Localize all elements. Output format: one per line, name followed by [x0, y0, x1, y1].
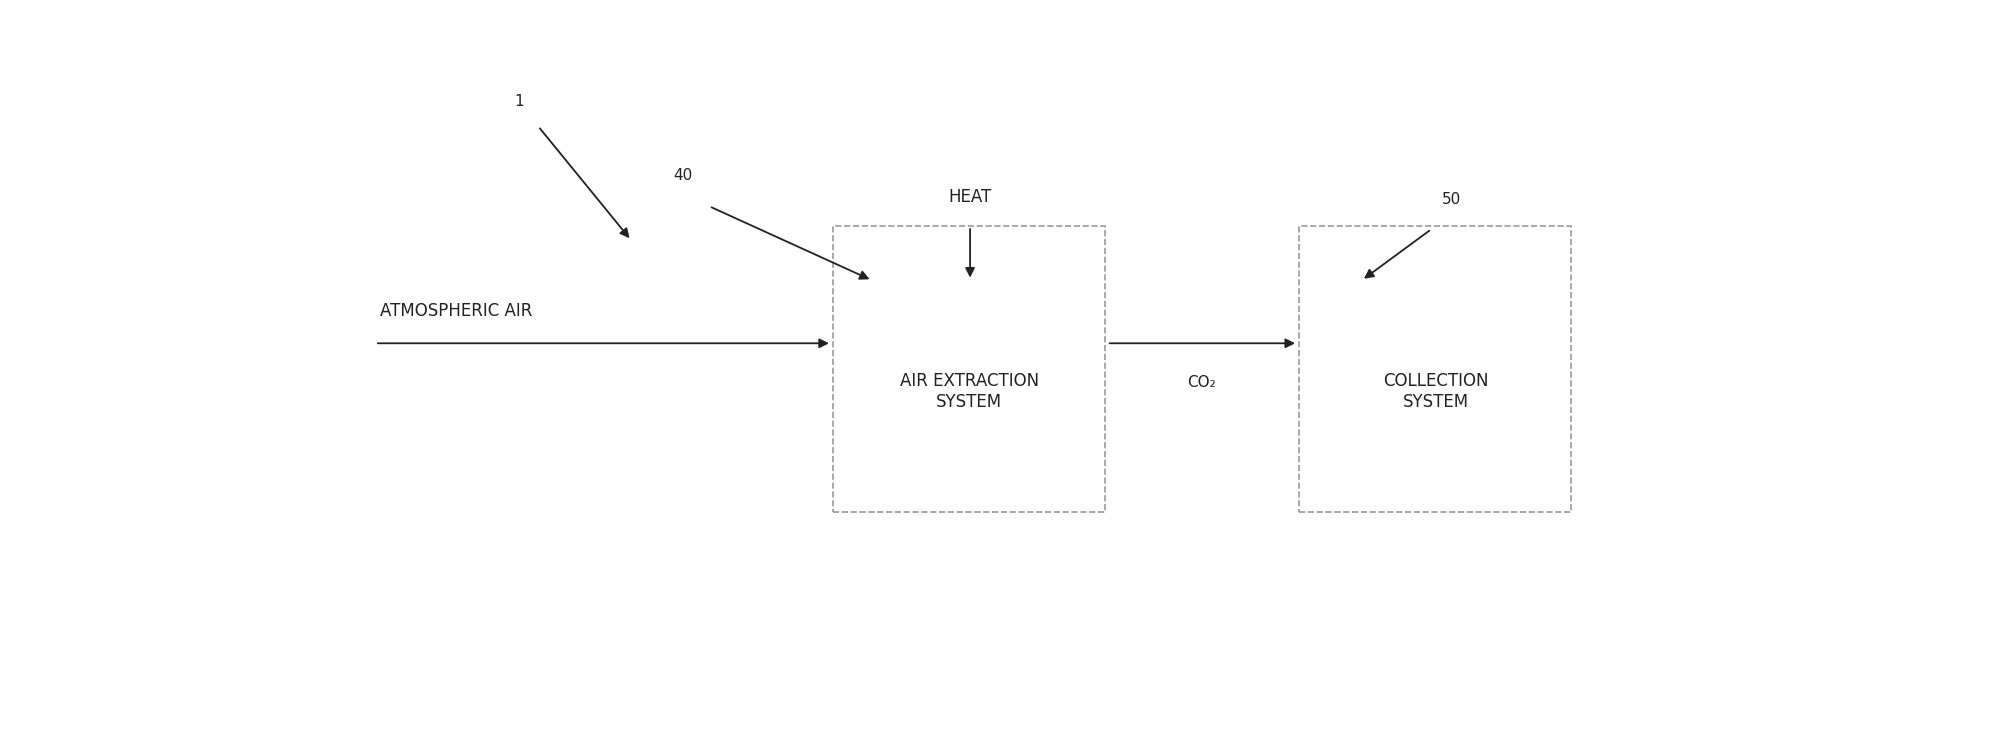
Text: 1: 1	[515, 94, 523, 109]
Text: 40: 40	[674, 168, 692, 183]
Text: COLLECTION
SYSTEM: COLLECTION SYSTEM	[1383, 372, 1488, 411]
Text: AIR EXTRACTION
SYSTEM: AIR EXTRACTION SYSTEM	[900, 372, 1039, 411]
Text: CO₂: CO₂	[1187, 375, 1215, 390]
Bar	[834, 226, 1105, 512]
Text: HEAT: HEAT	[948, 188, 992, 206]
Text: 50: 50	[1442, 192, 1462, 207]
Bar	[1299, 226, 1572, 512]
Text: ATMOSPHERIC AIR: ATMOSPHERIC AIR	[379, 303, 531, 321]
